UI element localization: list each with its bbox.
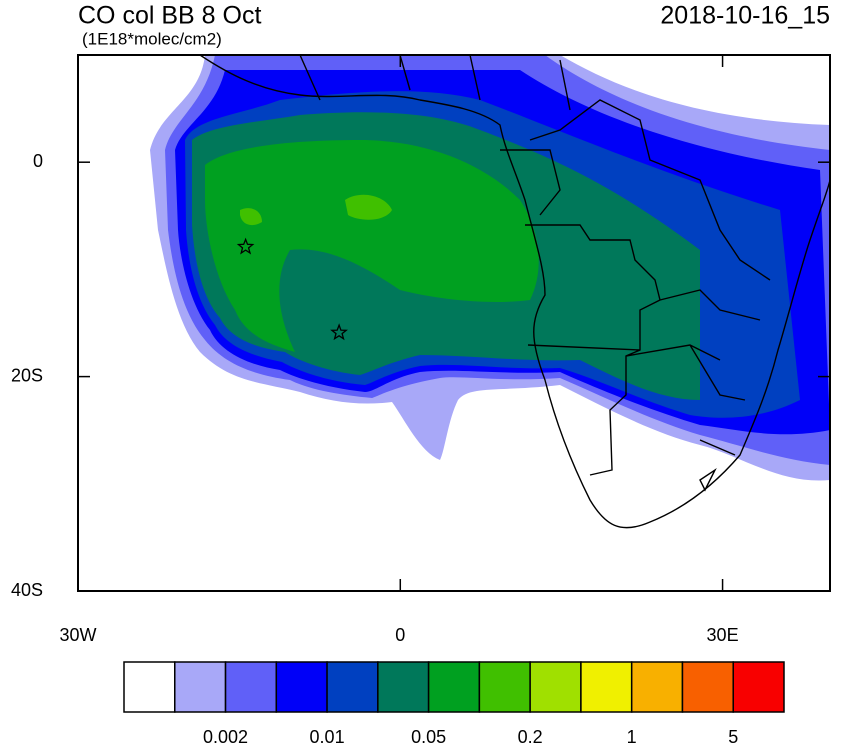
colorbar-box — [174, 661, 227, 713]
y-tick-label: 0 — [33, 151, 43, 171]
colorbar-label: 0.05 — [411, 727, 446, 747]
x-tick-label: 30W — [59, 625, 96, 645]
colorbar-box — [681, 661, 734, 713]
colorbar-label: 0.01 — [310, 727, 345, 747]
y-tick-label: 20S — [11, 365, 43, 385]
colorbar-box — [732, 661, 785, 713]
plume-layer — [205, 140, 539, 352]
x-tick-label: 30E — [707, 625, 739, 645]
colorbar-box — [326, 661, 379, 713]
colorbar-box — [529, 661, 582, 713]
colorbar-label: 1 — [627, 727, 637, 747]
africa-coast — [199, 55, 830, 529]
plume-layer — [240, 194, 392, 226]
coastline — [199, 55, 830, 529]
border — [299, 55, 771, 492]
colorbar-box — [377, 661, 430, 713]
colorbar-box — [275, 661, 328, 713]
colorbar-box — [427, 661, 481, 713]
station-marker — [330, 323, 348, 341]
colorbar-box — [478, 661, 531, 713]
station-marker — [236, 237, 255, 255]
x-tick-label: 0 — [395, 625, 405, 645]
colorbar-label: 0.2 — [518, 727, 543, 747]
colorbar-label: 5 — [728, 727, 738, 747]
date: 2018-10-16_15 — [660, 2, 830, 30]
map-frame — [77, 54, 831, 592]
colorbar-box — [580, 661, 633, 713]
title: CO col BB 8 Oct — [78, 2, 261, 30]
colorbar-box — [123, 661, 176, 713]
colorbar-label: 0.002 — [203, 727, 248, 747]
colorbar-box — [630, 661, 684, 713]
colorbar: 0.002 0.01 0.05 0.2 1 5 — [123, 661, 785, 747]
units: (1E18*molec/cm2) — [82, 29, 222, 48]
colorbar-box — [224, 661, 278, 713]
y-tick-label: 40S — [11, 580, 43, 600]
